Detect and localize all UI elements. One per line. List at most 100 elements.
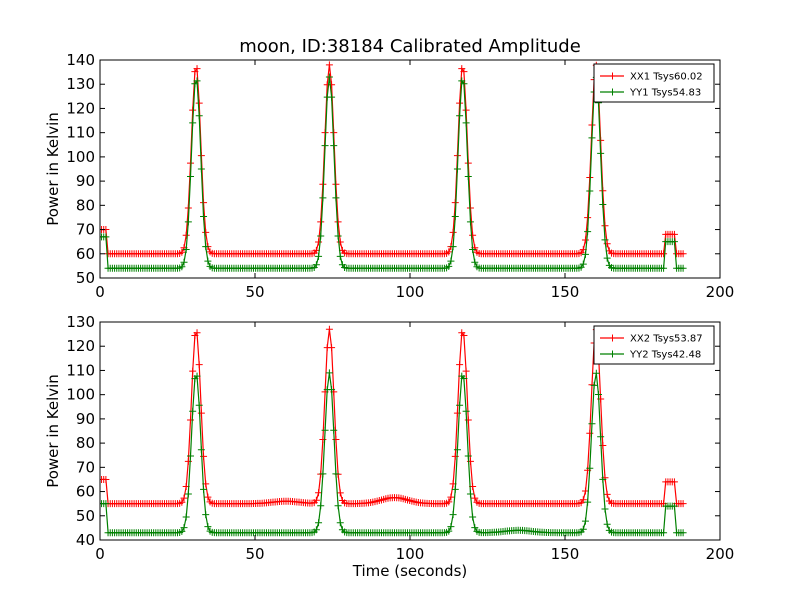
data-point-marker [319,194,327,202]
data-point-marker [332,194,340,202]
x-tick-label: 0 [95,545,105,563]
data-point-marker [456,401,464,409]
data-point-marker [189,119,197,127]
y-tick-label: 110 [66,361,95,379]
data-point-marker [193,65,201,73]
data-point-marker [332,470,340,478]
data-point-marker [462,407,470,415]
legend-marker [609,72,616,80]
data-point-marker [197,446,205,454]
data-point-marker [584,228,592,236]
bottom-panel: 0 50 100 150 200 40 50 60 70 80 90 100 110 120 130 Powe… [44,313,734,563]
data-point-marker [336,489,344,497]
data-point-marker [200,212,208,220]
data-point-marker [679,500,687,508]
data-point-marker [336,519,344,527]
y-tick-label: 40 [76,531,95,549]
data-point-marker [312,526,320,534]
data-point-marker [334,232,342,240]
data-point-marker [599,200,607,208]
data-point-marker [586,464,594,472]
data-point-marker [312,496,320,504]
y-axis-label: Power in Kelvin [44,374,62,488]
y-tick-label: 60 [76,245,95,263]
data-point-marker [679,529,687,537]
x-axis-label: Time (seconds) [352,562,468,580]
y-tick-label: 130 [66,313,95,331]
data-point-marker [660,264,668,272]
data-point-marker [460,80,468,88]
data-point-marker [456,361,464,369]
data-point-marker [471,494,479,502]
data-point-marker [599,475,607,483]
data-point-marker [180,524,188,532]
y-tick-label: 100 [66,386,95,404]
y-tick-label: 120 [66,337,95,355]
data-point-marker [178,527,186,535]
data-point-marker [328,344,336,352]
data-point-marker [102,475,110,483]
data-point-marker [469,246,477,254]
data-point-marker [317,232,325,240]
data-point-marker [603,254,611,262]
y-axis-label: Power in Kelvin [44,112,62,226]
x-tick-label: 50 [245,545,264,563]
data-point-marker [601,505,609,513]
data-point-marker [189,407,197,415]
data-point-marker [469,231,477,239]
legend-box [593,325,715,365]
y-tick-label: 70 [76,221,95,239]
data-point-marker [328,81,336,89]
data-point-marker [679,264,687,272]
y-tick-label: 140 [66,51,95,69]
data-point-marker [445,527,453,535]
top-panel: 0 50 100 150 2005060708090100110120130140Pow… [44,51,734,301]
y-tick-label: 60 [76,483,95,501]
data-point-marker [182,246,190,254]
series-2-group [100,369,687,537]
data-point-marker [597,433,605,441]
data-point-marker [317,218,325,226]
data-point-marker [462,119,470,127]
data-point-marker [471,258,479,266]
y-tick-label: 120 [66,99,95,117]
data-point-marker [579,496,587,504]
data-point-marker [456,99,464,107]
data-point-marker [178,263,186,271]
data-point-marker [193,372,201,380]
y-tick-label: 70 [76,458,95,476]
data-point-marker [319,470,327,478]
data-point-marker [670,230,678,238]
legend-entry-label: XX1 Tsys60.02 [630,72,703,83]
data-point-marker [182,231,190,239]
data-point-marker [584,498,592,506]
x-tick-label: 50 [245,283,264,301]
data-point-marker [200,485,208,493]
data-point-marker [588,134,596,142]
data-point-marker [584,214,592,222]
data-point-marker [445,262,453,270]
data-point-marker [460,331,468,339]
data-point-marker [336,238,344,246]
data-point-marker [315,252,323,260]
data-point-marker [315,489,323,497]
data-point-marker [197,165,205,173]
data-point-marker [195,361,203,369]
data-point-marker [321,426,329,434]
data-point-marker [451,212,459,220]
data-point-marker [456,112,464,120]
data-point-marker [597,149,605,157]
data-point-marker [334,502,342,510]
x-tick-label: 150 [551,545,580,563]
data-point-marker [469,513,477,521]
data-point-marker [317,502,325,510]
data-point-marker [325,325,333,333]
data-point-marker [334,218,342,226]
data-point-marker [315,238,323,246]
data-point-marker [204,257,212,265]
x-tick-label: 200 [706,545,735,563]
legend-entry-label: XX2 Tsys53.87 [630,334,703,345]
series-1-group [100,61,687,258]
legend-marker [609,88,616,96]
data-point-marker [462,367,470,375]
